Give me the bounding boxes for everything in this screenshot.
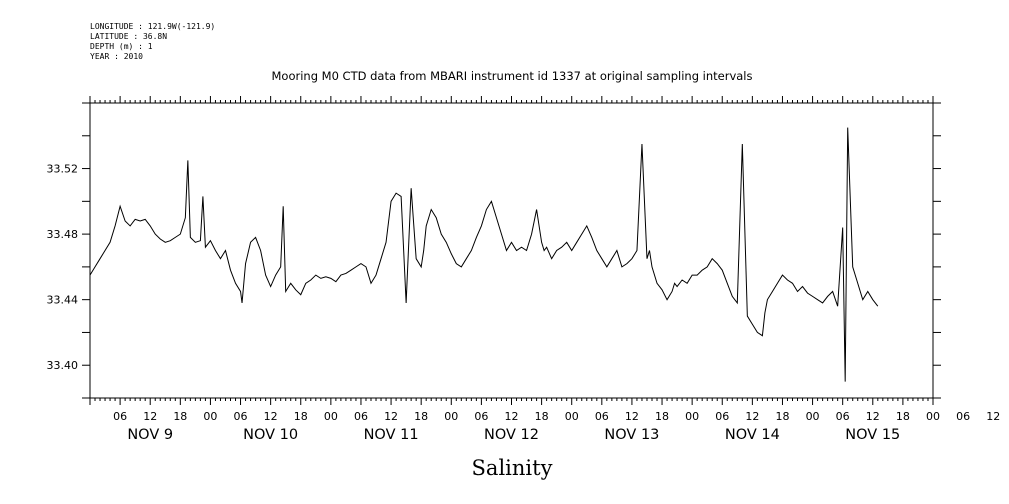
x-hour-label: 06 [234,410,248,423]
x-hour-label: 00 [324,410,338,423]
x-hour-label: 12 [143,410,157,423]
x-hour-label: 12 [625,410,639,423]
x-hour-label: 06 [113,410,127,423]
x-hour-label: 18 [896,410,910,423]
salinity-series-line [89,127,879,382]
x-day-label: NOV 14 [725,427,780,443]
x-hour-label: 06 [474,410,488,423]
x-hour-label: 00 [926,410,940,423]
x-hour-label: 00 [565,410,579,423]
x-hour-label: 06 [715,410,729,423]
x-hour-label: 18 [173,410,187,423]
x-hour-label: 12 [505,410,519,423]
x-hour-label: 18 [775,410,789,423]
x-hour-label: 06 [956,410,970,423]
x-hour-label: 06 [836,410,850,423]
chart-title: Mooring M0 CTD data from MBARI instrumen… [272,69,753,83]
x-day-label: NOV 15 [845,427,900,443]
x-hour-label: 18 [655,410,669,423]
x-hour-label: 12 [264,410,278,423]
x-hour-label: 18 [535,410,549,423]
x-day-label: NOV 11 [364,427,419,443]
x-day-label: NOV 10 [243,427,298,443]
y-tick-label: 33.52 [47,163,79,176]
x-hour-label: 12 [866,410,880,423]
x-day-label: NOV 13 [604,427,659,443]
longitude-text: LONGITUDE : 121.9W(-121.9) [90,22,216,31]
x-hour-label: 12 [384,410,398,423]
x-day-label: NOV 12 [484,427,539,443]
x-day-labels: NOV 9 NOV 10 NOV 11 NOV 12 NOV 13 NOV 14 NOV 1… [127,427,900,443]
x-hour-label: 06 [354,410,368,423]
y-tick-labels: 33.40 33.44 33.48 33.52 [47,163,79,373]
x-hour-label: 00 [806,410,820,423]
x-hour-label: 18 [294,410,308,423]
y-tick-label: 33.44 [47,294,79,307]
latitude-text: LATITUDE : 36.8N [90,32,168,41]
x-hour-label: 12 [745,410,759,423]
plot-frame [89,102,934,399]
x-hour-label: 00 [444,410,458,423]
metadata-block: LONGITUDE : 121.9W(-121.9) LATITUDE : 36… [90,22,215,62]
x-hour-label: 00 [203,410,217,423]
axis-ticks [82,96,941,405]
x-hour-label: 06 [595,410,609,423]
y-tick-label: 33.40 [47,359,79,372]
depth-text: DEPTH (m) : 1 [90,42,153,51]
x-hour-label: 18 [414,410,428,423]
x-hour-labels: 06 12 18 00 06 12 18 00 06 12 18 00 06 12 18 00 06 12 18 00… [113,410,1000,423]
y-tick-label: 33.48 [47,228,79,241]
year-text: YEAR : 2010 [90,52,143,61]
x-day-label: NOV 9 [127,427,173,443]
x-hour-label: 00 [685,410,699,423]
x-hour-label: 12 [986,410,1000,423]
x-axis-label: Salinity [472,456,553,480]
